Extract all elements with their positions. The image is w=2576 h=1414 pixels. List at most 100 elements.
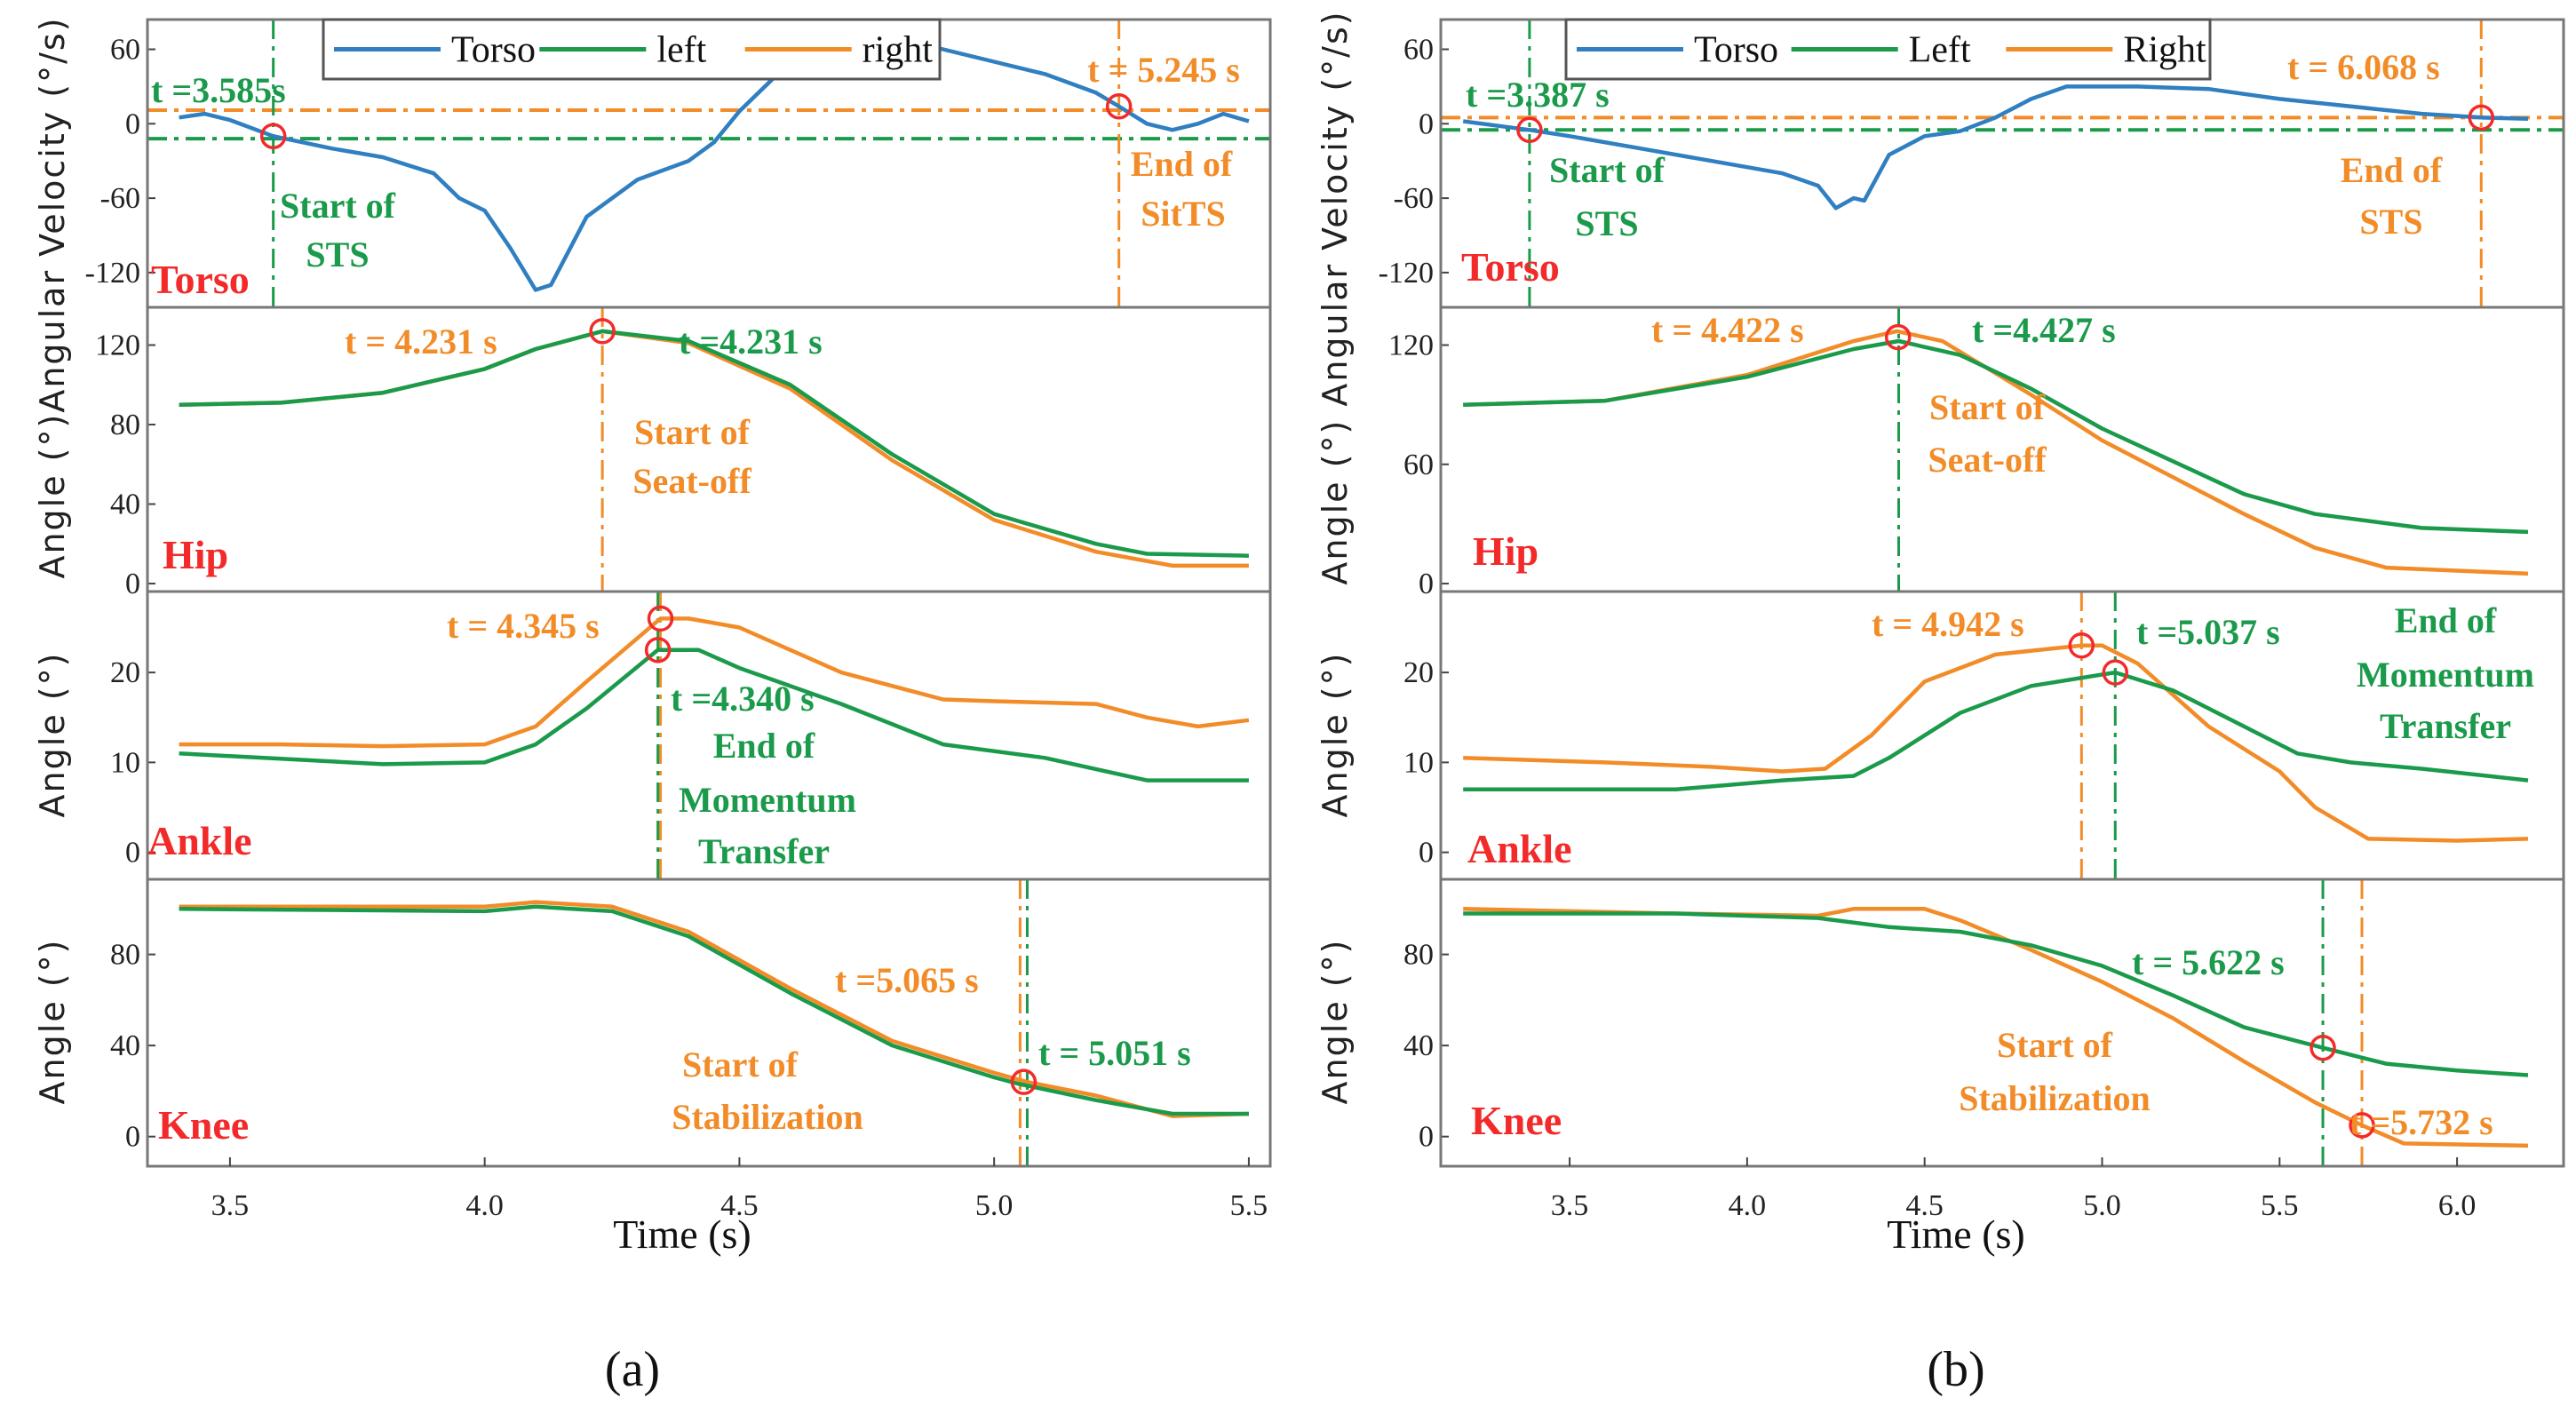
x-tick-label: 3.5: [211, 1189, 250, 1222]
subplot-hip: 120 60 0: [1388, 306, 2565, 600]
event-marker: [647, 605, 674, 632]
y-tick-label: 120: [95, 330, 140, 362]
legend-label-left: left: [656, 30, 706, 71]
annotation-event: End of: [2395, 600, 2497, 640]
subplot-label-knee: Knee: [1471, 1098, 1562, 1143]
annotation-time: t = 5.245 s: [1087, 50, 1240, 90]
annotation-event: Start of: [1929, 387, 2046, 427]
y-tick-label: 60: [110, 34, 140, 67]
annotation-time: t = 4.422 s: [1651, 310, 1804, 350]
annotation-time: t =3.585s: [151, 70, 286, 110]
legend-label-right: Right: [2123, 30, 2206, 71]
legend-label-right: right: [863, 30, 934, 71]
y-tick-label: 80: [1403, 939, 1434, 972]
subplot-label-ankle: Ankle: [1467, 826, 1572, 871]
y-tick-label: 0: [125, 568, 140, 600]
y-tick-label: 0: [1419, 568, 1434, 600]
y-axis-label-ankle: Angle (°): [33, 652, 72, 818]
y-axis-label-knee: Angle (°): [33, 939, 72, 1105]
event-marker: [644, 637, 672, 663]
annotation-event: Transfer: [698, 831, 830, 871]
y-tick-label: 0: [1419, 1121, 1434, 1154]
annotation-time: t =5.065 s: [835, 960, 979, 1000]
x-tick-label: 5.5: [1230, 1189, 1268, 1222]
y-axis-label-knee: Angle (°): [1316, 939, 1355, 1105]
chart-a-annotations: Angle (°)Angular Velocity (°/s) Angle (°…: [33, 16, 1240, 1397]
annotation-time: t =4.231 s: [679, 322, 823, 361]
annotation-event: End of: [2341, 150, 2443, 190]
y-tick-label: 40: [110, 1029, 140, 1062]
series-line-left: [179, 904, 1249, 1116]
event-marker: [2310, 1034, 2336, 1061]
annotation-event: STS: [1575, 203, 1638, 243]
legend-label-torso: Torso: [1694, 30, 1778, 71]
y-tick-label: -60: [1394, 182, 1434, 215]
legend-label-torso: Torso: [451, 30, 536, 71]
subplot-knee: 80 40 0: [110, 878, 1272, 1168]
series-line-left: [1463, 670, 2529, 792]
y-tick-label: 20: [1403, 656, 1434, 689]
subplot-label-torso: Torso: [151, 257, 250, 302]
caption-a: (a): [605, 1342, 660, 1397]
x-tick-label: 6.0: [2438, 1189, 2477, 1222]
x-tick-label: 4.0: [1729, 1189, 1767, 1222]
series-line-right: [1463, 643, 2529, 843]
y-axis-label-top: Angle (°) Angular Velocity (°/s): [1316, 10, 1355, 584]
annotation-time: t =5.732 s: [2349, 1102, 2493, 1142]
annotation-event: Seat-off: [632, 461, 751, 501]
annotation-event: Transfer: [2380, 706, 2511, 746]
series-line-right: [179, 900, 1249, 1118]
annotation-time: t =4.340 s: [671, 679, 815, 719]
annotation-time: t = 5.622 s: [2132, 942, 2285, 982]
annotation-event: Stabilization: [672, 1097, 863, 1137]
annotation-event: Stabilization: [1959, 1078, 2151, 1118]
x-axis-label: Time (s): [613, 1211, 751, 1257]
annotation-event: SitTS: [1141, 194, 1226, 234]
annotation-event: Start of: [280, 186, 396, 226]
annotation-time: t = 6.068 s: [2287, 47, 2440, 87]
series-line-right: [179, 616, 1250, 749]
x-axis-label: Time (s): [1887, 1211, 2025, 1257]
y-tick-label: 80: [110, 409, 140, 441]
series-line-torso: [1462, 84, 2529, 211]
y-tick-label: 0: [125, 107, 140, 140]
annotation-event: Start of: [1549, 150, 1666, 190]
x-tick-label: 4.0: [465, 1189, 504, 1222]
y-tick-label: 40: [110, 489, 140, 521]
event-marker: [1010, 1068, 1038, 1095]
annotation-event: Momentum: [679, 780, 856, 820]
event-marker: [2468, 104, 2495, 131]
y-tick-label: 0: [125, 837, 140, 870]
subplot-frame: [146, 878, 1272, 1168]
event-marker: [2068, 632, 2095, 659]
y-tick-label: 60: [1403, 449, 1434, 481]
event-marker: [589, 318, 616, 345]
subplot-knee: 80 40 0: [1403, 878, 2565, 1168]
x-tick-label: 4.5: [720, 1189, 759, 1222]
annotation-event: Start of: [634, 412, 751, 452]
subplot-label-ankle: Ankle: [147, 818, 252, 863]
chart-a: 60 0 -60 -120 120 80 40 0 20 10 0 80 40 0 3.5 4.0 4.5 5.0…: [85, 18, 1272, 1222]
annotation-event: Momentum: [2357, 655, 2534, 695]
series-line-left: [179, 647, 1249, 782]
subplot-label-knee: Knee: [158, 1102, 249, 1148]
subplot-ankle: 20 10 0: [1403, 590, 2565, 881]
chart-b-annotations: Angle (°) Angular Velocity (°/s) Angle (…: [1316, 10, 2534, 1397]
annotation-event: STS: [2359, 202, 2422, 242]
annotation-time: t = 4.942 s: [1872, 604, 2024, 644]
x-tick-label: 5.0: [2083, 1189, 2121, 1222]
annotation-time: t =4.427 s: [1972, 310, 2116, 350]
y-tick-label: -120: [1379, 257, 1434, 290]
event-marker: [1516, 116, 1543, 144]
x-tick-label: 3.5: [1551, 1189, 1589, 1222]
annotation-event: Start of: [1997, 1025, 2113, 1065]
chart-b: 60 0 -60 -120 120 60 0 20 10 0 80 40 0 3.5 4.0 4.5 5.0 5.…: [1379, 18, 2565, 1222]
annotation-event: End of: [713, 726, 815, 766]
subplot-label-hip: Hip: [1473, 528, 1538, 574]
y-tick-label: 10: [110, 746, 140, 779]
x-tick-label: 4.5: [1905, 1189, 1944, 1222]
y-tick-label: 0: [125, 1121, 140, 1154]
annotation-event: Seat-off: [1928, 440, 2047, 480]
x-tick-label: 5.5: [2261, 1189, 2299, 1222]
